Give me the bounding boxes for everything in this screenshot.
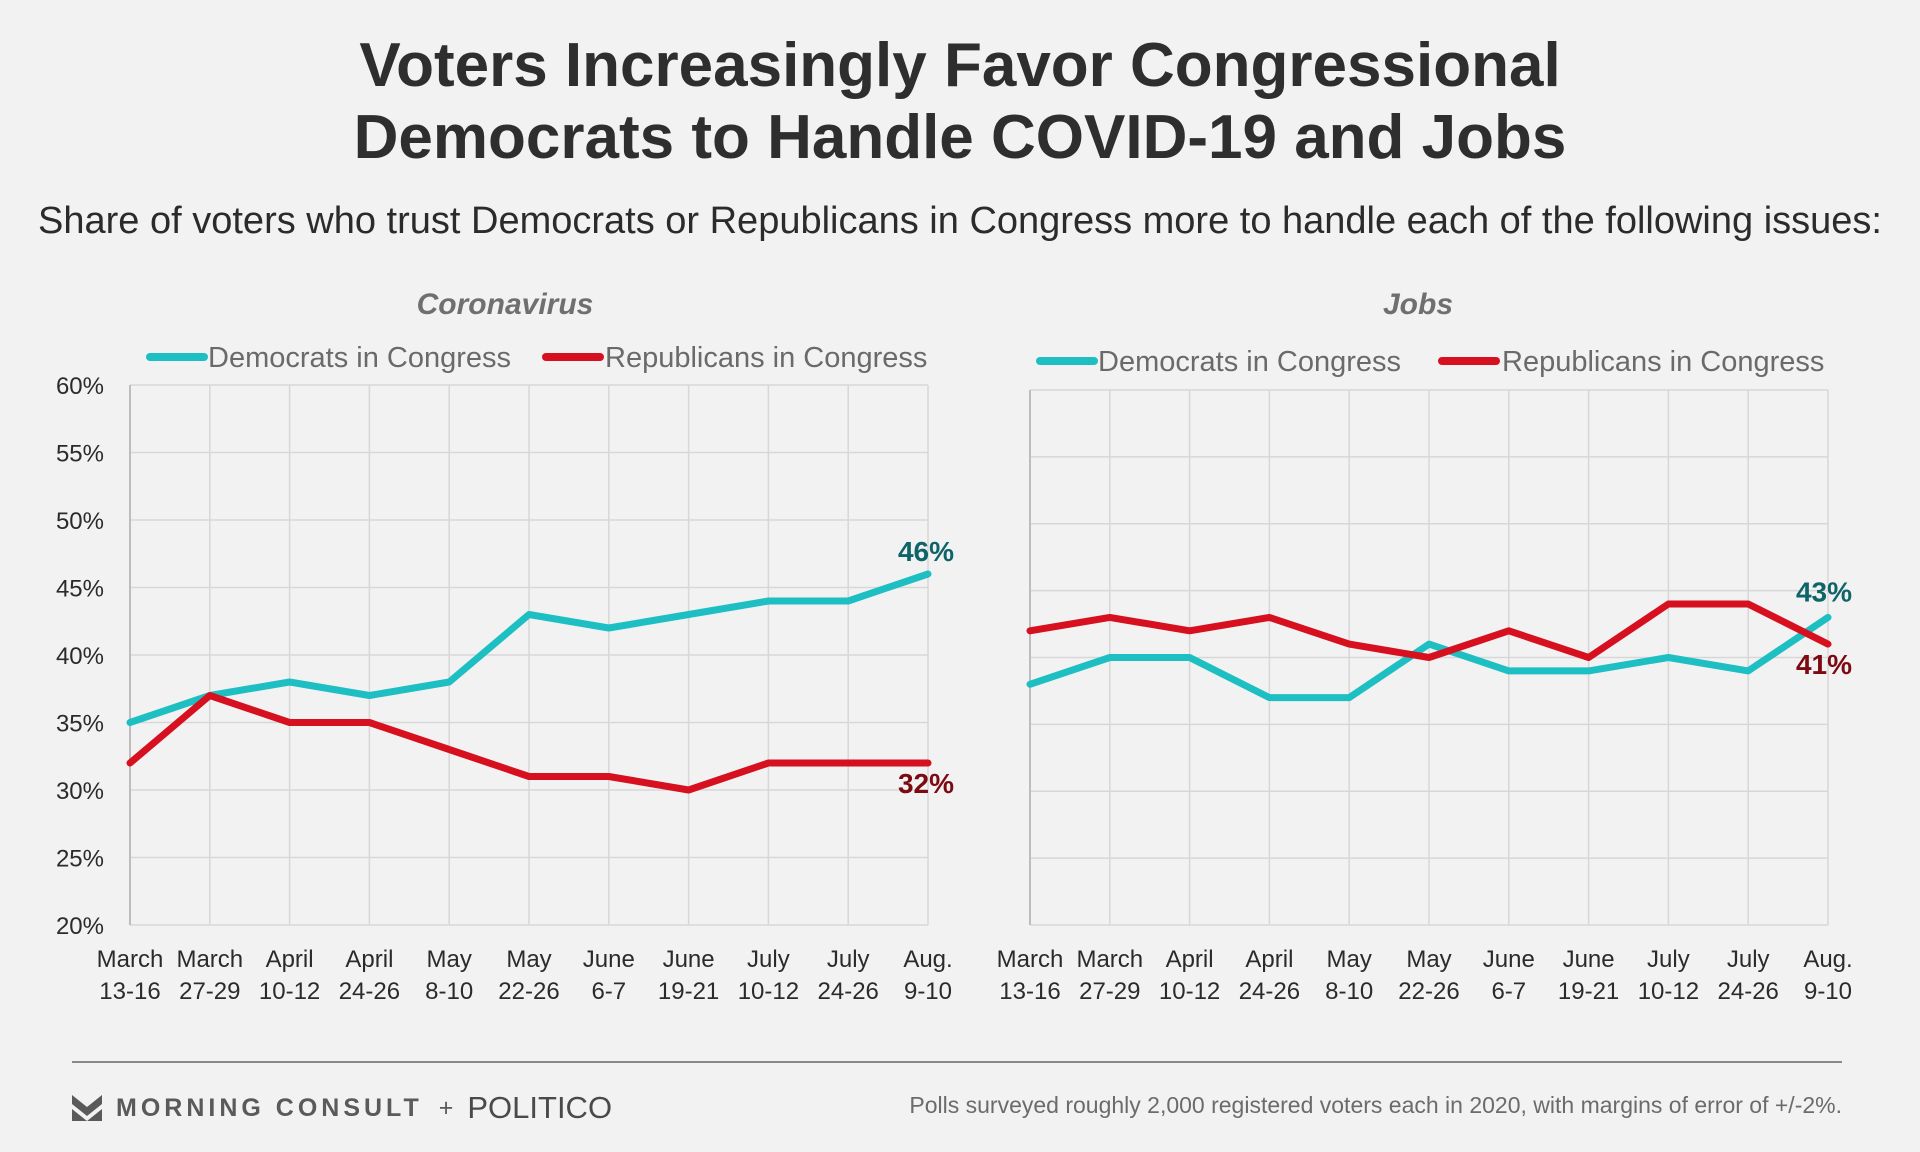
morning-consult-wordmark: MORNING CONSULT — [116, 1093, 423, 1122]
jobs-x-tick-label-days: 10-12 — [1159, 978, 1220, 1005]
jobs-end-label-democrats: 43% — [1796, 576, 1852, 607]
brand-plus: + — [438, 1093, 454, 1122]
jobs-x-tick-label-month: March — [1076, 946, 1143, 973]
coronavirus-y-tick-label: 25% — [56, 846, 104, 873]
coronavirus-x-tick-label-days: 6-7 — [591, 978, 626, 1005]
coronavirus-x-tick-label-days: 9-10 — [904, 978, 952, 1005]
coronavirus-x-tick-label-month: March — [176, 946, 243, 973]
footer-divider — [72, 1061, 1842, 1063]
coronavirus-legend-label-democrats: Democrats in Congress — [208, 342, 511, 374]
coronavirus-x-tick-label-days: 13-16 — [99, 978, 160, 1005]
chart-subtitle: Share of voters who trust Democrats or R… — [38, 200, 1882, 242]
jobs-x-tick-label-month: April — [1245, 946, 1293, 973]
coronavirus-x-tick-label-days: 8-10 — [425, 978, 473, 1005]
jobs-x-tick-label-month: Aug. — [1803, 946, 1852, 973]
brand-logos: MORNING CONSULT + POLITICO — [72, 1088, 612, 1128]
jobs-x-tick-label-days: 6-7 — [1491, 978, 1526, 1005]
coronavirus-end-label-republicans: 32% — [898, 768, 954, 799]
jobs-legend-label-republicans: Republicans in Congress — [1502, 346, 1824, 378]
jobs-legend-label-democrats: Democrats in Congress — [1098, 346, 1401, 378]
coronavirus-x-tick-label-days: 22-26 — [498, 978, 559, 1005]
jobs-x-tick-label-month: June — [1483, 946, 1535, 973]
jobs-x-tick-label-month: July — [1647, 946, 1690, 973]
coronavirus-end-label-democrats: 46% — [898, 536, 954, 567]
jobs-end-label-republicans: 41% — [1796, 649, 1852, 680]
coronavirus-legend-label-republicans: Republicans in Congress — [605, 342, 927, 374]
jobs-series-line-republicans — [1026, 600, 1832, 661]
jobs-x-tick-label-days: 24-26 — [1718, 978, 1779, 1005]
jobs-series-line-democrats — [1026, 613, 1832, 702]
coronavirus-x-tick-label-month: May — [427, 946, 472, 973]
coronavirus-series-line-republicans — [126, 692, 932, 794]
politico-wordmark: POLITICO — [467, 1090, 613, 1125]
coronavirus-x-tick-label-days: 19-21 — [658, 978, 719, 1005]
coronavirus-x-tick-label-month: April — [266, 946, 314, 973]
jobs-x-tick-label-days: 10-12 — [1638, 978, 1699, 1005]
jobs-x-tick-label-days: 13-16 — [999, 978, 1060, 1005]
morning-consult-logo-icon — [72, 1095, 102, 1121]
coronavirus-y-tick-label: 20% — [56, 913, 104, 940]
coronavirus-x-tick-label-month: July — [747, 946, 790, 973]
jobs-x-tick-label-days: 24-26 — [1239, 978, 1300, 1005]
jobs-x-tick-label-month: March — [997, 946, 1064, 973]
jobs-x-tick-label-month: May — [1406, 946, 1451, 973]
coronavirus-y-tick-label: 35% — [56, 711, 104, 738]
coronavirus-y-tick-label: 30% — [56, 778, 104, 805]
coronavirus-x-tick-label-days: 10-12 — [259, 978, 320, 1005]
chart-title: Voters Increasingly Favor Congressional … — [0, 30, 1920, 174]
coronavirus-x-tick-label-days: 24-26 — [339, 978, 400, 1005]
jobs-x-tick-label-days: 8-10 — [1325, 978, 1373, 1005]
jobs-x-tick-label-days: 27-29 — [1079, 978, 1140, 1005]
coronavirus-x-tick-label-month: July — [827, 946, 870, 973]
coronavirus-x-tick-label-month: March — [97, 946, 164, 973]
coronavirus-x-tick-label-month: June — [663, 946, 715, 973]
jobs-x-tick-label-month: July — [1727, 946, 1770, 973]
jobs-x-tick-label-month: April — [1166, 946, 1214, 973]
coronavirus-x-tick-label-days: 27-29 — [179, 978, 240, 1005]
jobs-x-tick-label-month: June — [1563, 946, 1615, 973]
coronavirus-y-tick-label: 60% — [56, 373, 104, 400]
coronavirus-x-tick-label-days: 10-12 — [738, 978, 799, 1005]
title-line-2: Democrats to Handle COVID-19 and Jobs — [353, 103, 1567, 172]
coronavirus-x-tick-label-month: Aug. — [903, 946, 952, 973]
jobs-x-tick-label-days: 22-26 — [1398, 978, 1459, 1005]
jobs-x-tick-label-days: 9-10 — [1804, 978, 1852, 1005]
coronavirus-x-tick-label-month: April — [345, 946, 393, 973]
coronavirus-panel-title: Coronavirus — [417, 288, 594, 321]
jobs-panel-title: Jobs — [1383, 288, 1453, 321]
coronavirus-y-tick-label: 50% — [56, 508, 104, 535]
coronavirus-y-tick-label: 45% — [56, 576, 104, 603]
coronavirus-y-tick-label: 40% — [56, 643, 104, 670]
jobs-x-tick-label-days: 19-21 — [1558, 978, 1619, 1005]
coronavirus-x-tick-label-month: May — [506, 946, 551, 973]
title-line-1: Voters Increasingly Favor Congressional — [359, 31, 1561, 100]
source-note: Polls surveyed roughly 2,000 registered … — [909, 1092, 1842, 1118]
coronavirus-x-tick-label-month: June — [583, 946, 635, 973]
coronavirus-series-line-democrats — [126, 570, 932, 726]
coronavirus-x-tick-label-days: 24-26 — [818, 978, 879, 1005]
jobs-x-tick-label-month: May — [1327, 946, 1372, 973]
coronavirus-y-tick-label: 55% — [56, 441, 104, 468]
